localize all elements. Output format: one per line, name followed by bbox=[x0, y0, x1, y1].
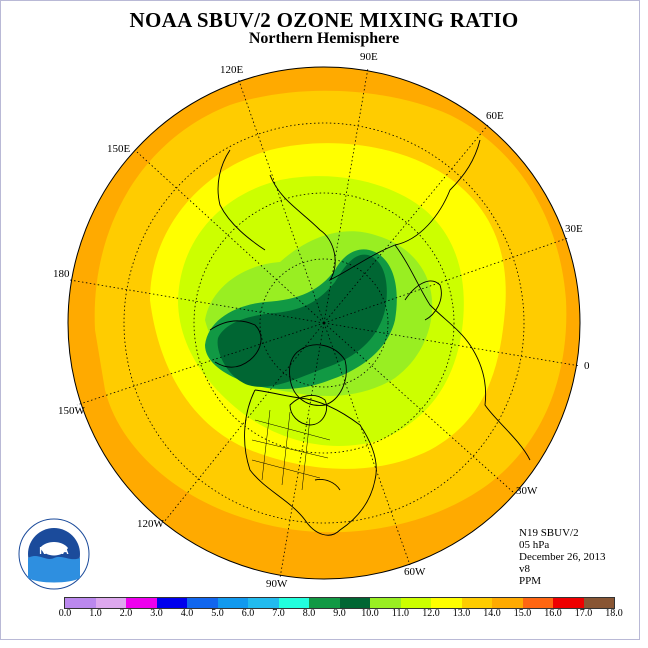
colorbar-swatch bbox=[431, 598, 462, 608]
lon-label-30e: 30E bbox=[565, 223, 583, 235]
colorbar-swatch bbox=[339, 598, 370, 608]
colorbar-swatch bbox=[400, 598, 431, 608]
colorbar-tick-label: 3.0 bbox=[150, 608, 163, 619]
colorbar-tick-label: 0.0 bbox=[58, 608, 72, 619]
colorbar-swatch bbox=[583, 598, 614, 608]
colorbar-tick-label: 8.0 bbox=[302, 608, 316, 619]
colorbar-swatch bbox=[156, 598, 187, 608]
us-state-lines bbox=[251, 409, 331, 491]
colorbar-swatch bbox=[309, 598, 340, 608]
lon-label-150e: 150E bbox=[107, 143, 131, 155]
colorbar-swatch bbox=[492, 598, 523, 608]
lon-label-120w: 120W bbox=[137, 518, 164, 530]
lon-label-120e: 120E bbox=[220, 64, 244, 76]
colorbar-swatch bbox=[278, 598, 309, 608]
lon-label-60e: 60E bbox=[486, 110, 504, 122]
info-date: December 26, 2013 bbox=[519, 551, 606, 563]
colorbar-tick-label: 9.0 bbox=[333, 608, 346, 619]
noaa-logo: NOAA bbox=[18, 518, 90, 590]
colorbar-tick-label: 15.0 bbox=[513, 608, 532, 619]
latitude-rings bbox=[123, 122, 525, 524]
lon-label-90w: 90W bbox=[266, 578, 288, 590]
info-satellite: N19 SBUV/2 bbox=[519, 527, 579, 539]
lon-label-60w: 60W bbox=[404, 566, 426, 578]
figure-border bbox=[0, 0, 640, 640]
colorbar-tick-label: 10.0 bbox=[361, 608, 379, 619]
info-block: N19 SBUV/2 05 hPa December 26, 2013 v8 P… bbox=[519, 527, 605, 587]
colorbar-tick-label: 11.0 bbox=[391, 608, 410, 619]
map-title: NOAA SBUV/2 OZONE MIXING RATIO bbox=[129, 8, 519, 32]
colorbar-swatch bbox=[370, 598, 401, 608]
info-version: v8 bbox=[519, 563, 530, 575]
colorbar bbox=[64, 597, 615, 609]
colorbar-swatch bbox=[553, 598, 584, 608]
colorbar-tick-label: 18.0 bbox=[605, 608, 623, 619]
info-pressure: 05 hPa bbox=[519, 539, 550, 551]
lon-label-90e: 90E bbox=[360, 51, 378, 63]
colorbar-swatch bbox=[217, 598, 248, 608]
colorbar-tick-label: 5.0 bbox=[211, 608, 224, 619]
lon-label-0: 0 bbox=[584, 360, 590, 372]
colorbar-tick-label: 13.0 bbox=[452, 608, 471, 619]
colorbar-tick-label: 6.0 bbox=[241, 608, 255, 619]
colorbar-swatch bbox=[95, 598, 126, 608]
colorbar-tick-label: 14.0 bbox=[483, 608, 501, 619]
colorbar-swatch bbox=[522, 598, 553, 608]
lon-label-30w: 30W bbox=[516, 485, 538, 497]
colorbar-tick-label: 7.0 bbox=[272, 608, 285, 619]
lon-label-150w: 150W bbox=[58, 405, 85, 417]
coastlines bbox=[209, 139, 531, 536]
colorbar-tick-label: 17.0 bbox=[574, 608, 593, 619]
noaa-logo-text: NOAA bbox=[39, 546, 68, 557]
info-units: PPM bbox=[519, 575, 542, 587]
colorbar-swatch bbox=[248, 598, 279, 608]
meridian-lines bbox=[69, 67, 581, 579]
colorbar-swatch bbox=[65, 598, 96, 608]
colorbar-swatch bbox=[461, 598, 492, 608]
colorbar-swatch bbox=[126, 598, 157, 608]
colorbar-tick-label: 16.0 bbox=[544, 608, 562, 619]
lon-label-180: 180 bbox=[53, 268, 70, 280]
colorbar-tick-label: 12.0 bbox=[422, 608, 440, 619]
map-subtitle: Northern Hemisphere bbox=[248, 30, 400, 47]
colorbar-swatch bbox=[187, 598, 218, 608]
colorbar-tick-label: 4.0 bbox=[180, 608, 194, 619]
band-9-10-core bbox=[217, 254, 387, 387]
colorbar-tick-label: 1.0 bbox=[89, 608, 102, 619]
colorbar-tick-label: 2.0 bbox=[119, 608, 133, 619]
